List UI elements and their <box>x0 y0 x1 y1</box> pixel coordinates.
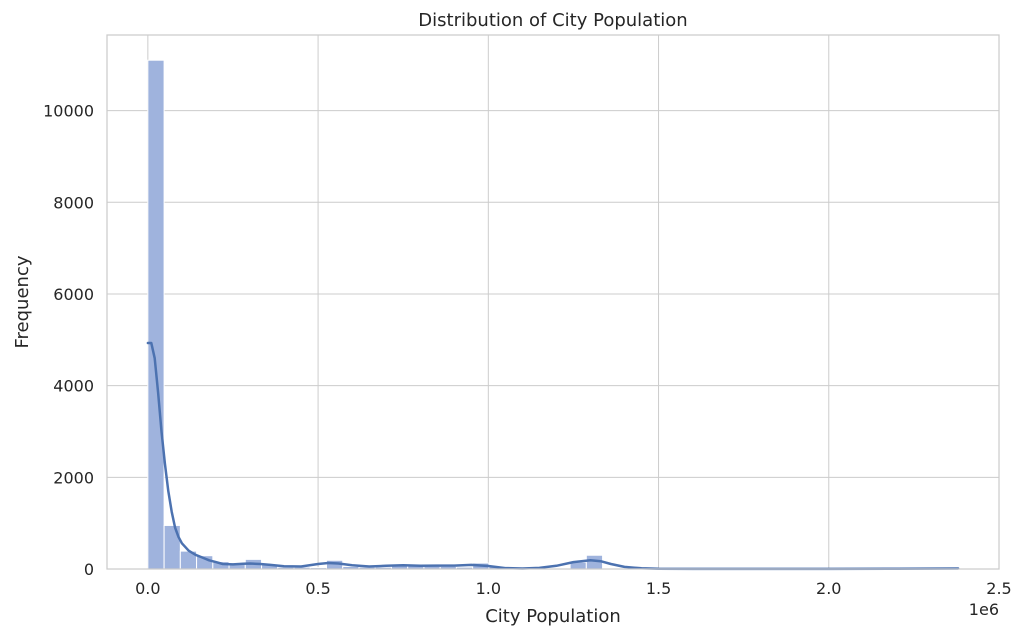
x-tick-labels: 0.0 0.5 1.0 1.5 2.0 2.5 <box>135 579 1012 598</box>
y-tick-label: 4000 <box>53 377 94 396</box>
y-tick-label: 2000 <box>53 468 94 487</box>
x-tick-label: 0.5 <box>305 579 330 598</box>
histogram-bar <box>147 59 165 570</box>
x-tick-label: 2.5 <box>986 579 1011 598</box>
kde-line <box>146 341 960 571</box>
plot-area <box>107 35 999 569</box>
plot-frame <box>106 34 1000 570</box>
x-axis-label: City Population <box>485 606 621 627</box>
chart-title: Distribution of City Population <box>418 10 687 31</box>
y-tick-label: 6000 <box>53 285 94 304</box>
y-tick-label: 8000 <box>53 193 94 212</box>
x-tick-label: 1.0 <box>476 579 501 598</box>
y-tick-labels: 0 2000 4000 6000 8000 10000 <box>43 102 94 579</box>
x-offset-label: 1e6 <box>969 600 999 619</box>
x-tick-label: 1.5 <box>646 579 671 598</box>
x-tick-label: 0.0 <box>135 579 160 598</box>
x-tick-label: 2.0 <box>816 579 841 598</box>
y-tick-label: 10000 <box>43 102 94 121</box>
y-tick-label: 0 <box>84 560 94 579</box>
grid-lines <box>107 35 999 569</box>
y-axis-label: Frequency <box>12 255 33 348</box>
